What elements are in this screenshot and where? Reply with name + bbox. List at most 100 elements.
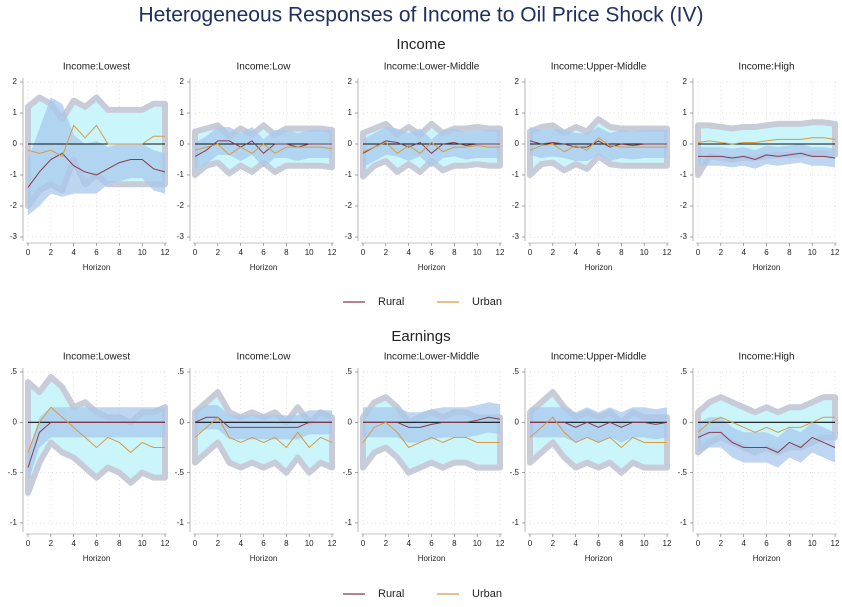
x-tick-label: 0 (696, 539, 701, 548)
x-axis-label: Horizon (250, 263, 278, 272)
x-tick-label: 0 (26, 248, 31, 257)
confidence-band (28, 97, 165, 216)
x-tick-label: 12 (496, 248, 505, 257)
y-tick-label: -.5 (175, 468, 185, 477)
y-tick-label: -2 (512, 201, 520, 210)
y-tick-label: -2 (680, 201, 688, 210)
y-tick-label: 0 (180, 139, 185, 148)
figure-title: Heterogeneous Responses of Income to Oil… (139, 4, 704, 27)
x-tick-label: 4 (406, 248, 411, 257)
x-tick-label: 12 (663, 248, 672, 257)
response-line (194, 143, 333, 156)
panel-title: Income:Low (237, 62, 292, 73)
y-tick-label: 0 (13, 417, 18, 426)
x-tick-label: 12 (663, 539, 672, 548)
x-tick-label: 10 (473, 248, 482, 257)
confidence-band (28, 407, 165, 483)
x-tick-label: 4 (573, 248, 578, 257)
x-tick-label: 12 (328, 539, 337, 548)
legend-label: Urban (472, 588, 502, 600)
y-tick-label: -3 (177, 232, 185, 241)
y-tick-label: -1 (345, 170, 353, 179)
x-axis-label: Horizon (83, 263, 111, 272)
y-tick-label: -3 (10, 232, 18, 241)
y-tick-label: 0 (348, 417, 353, 426)
x-tick-label: 4 (573, 539, 578, 548)
x-tick-label: 8 (452, 248, 457, 257)
y-tick-label: 1 (180, 108, 185, 117)
response-line (530, 421, 668, 428)
y-tick-label: 2 (348, 77, 353, 86)
x-tick-label: 0 (193, 248, 198, 257)
x-tick-label: 10 (640, 248, 649, 257)
confidence-band (698, 144, 835, 169)
response-line (529, 416, 667, 449)
x-tick-label: 6 (94, 248, 99, 257)
confidence-band (698, 417, 835, 468)
y-tick-label: -.5 (678, 468, 688, 477)
x-tick-label: 6 (94, 539, 99, 548)
response-line (529, 140, 667, 148)
response-line (698, 152, 836, 161)
y-tick-label: -.5 (510, 468, 520, 477)
x-tick-label: 8 (117, 248, 122, 257)
legend-label: Rural (378, 296, 404, 308)
y-tick-label: -1 (512, 170, 520, 179)
y-tick-label: 0 (348, 139, 353, 148)
x-tick-label: 8 (619, 248, 624, 257)
y-tick-label: .5 (680, 367, 687, 376)
x-tick-label: 6 (261, 539, 266, 548)
x-tick-label: 12 (496, 539, 505, 548)
y-tick-label: .5 (10, 367, 17, 376)
x-tick-label: 8 (117, 539, 122, 548)
x-tick-label: 10 (305, 539, 314, 548)
y-tick-label: 0 (13, 139, 18, 148)
y-tick-label: 2 (180, 77, 185, 86)
response-line (194, 416, 333, 449)
response-line (697, 431, 836, 454)
x-tick-label: 10 (808, 248, 817, 257)
x-tick-label: 8 (787, 248, 792, 257)
y-tick-label: .5 (345, 367, 352, 376)
x-tick-label: 8 (787, 539, 792, 548)
x-tick-label: 4 (238, 248, 243, 257)
panel-title: Income:Lower-Middle (384, 62, 480, 73)
x-tick-label: 8 (284, 248, 289, 257)
x-tick-label: 0 (528, 248, 533, 257)
x-tick-label: 6 (261, 248, 266, 257)
x-tick-label: 4 (71, 248, 76, 257)
x-tick-label: 6 (596, 539, 601, 548)
x-tick-label: 2 (384, 539, 389, 548)
x-tick-label: 8 (452, 539, 457, 548)
x-tick-label: 2 (551, 248, 556, 257)
y-tick-label: .5 (177, 367, 184, 376)
x-axis-label: Horizon (585, 554, 613, 563)
y-tick-label: 0 (515, 417, 520, 426)
x-tick-label: 4 (406, 539, 411, 548)
x-tick-label: 8 (619, 539, 624, 548)
x-tick-label: 4 (71, 539, 76, 548)
y-tick-label: -1 (512, 518, 520, 527)
x-tick-label: 2 (719, 248, 724, 257)
x-axis-label: Horizon (418, 554, 446, 563)
y-tick-label: -1 (177, 170, 185, 179)
x-tick-label: 10 (808, 539, 817, 548)
y-tick-label: -3 (680, 232, 688, 241)
y-tick-label: -3 (512, 232, 520, 241)
y-tick-label: 1 (13, 108, 18, 117)
confidence-band (195, 126, 332, 171)
x-tick-label: 2 (216, 248, 221, 257)
x-tick-label: 6 (596, 248, 601, 257)
x-tick-label: 10 (138, 539, 147, 548)
response-line (362, 421, 500, 449)
x-tick-label: 12 (161, 248, 170, 257)
y-tick-label: -.5 (343, 468, 353, 477)
response-line (697, 416, 835, 433)
response-line (27, 406, 165, 454)
x-tick-label: 0 (361, 248, 366, 257)
x-axis-label: Horizon (753, 263, 781, 272)
response-line (194, 140, 332, 157)
x-tick-label: 10 (305, 248, 314, 257)
x-tick-label: 4 (238, 539, 243, 548)
panel-title: Income:Upper-Middle (551, 62, 647, 73)
